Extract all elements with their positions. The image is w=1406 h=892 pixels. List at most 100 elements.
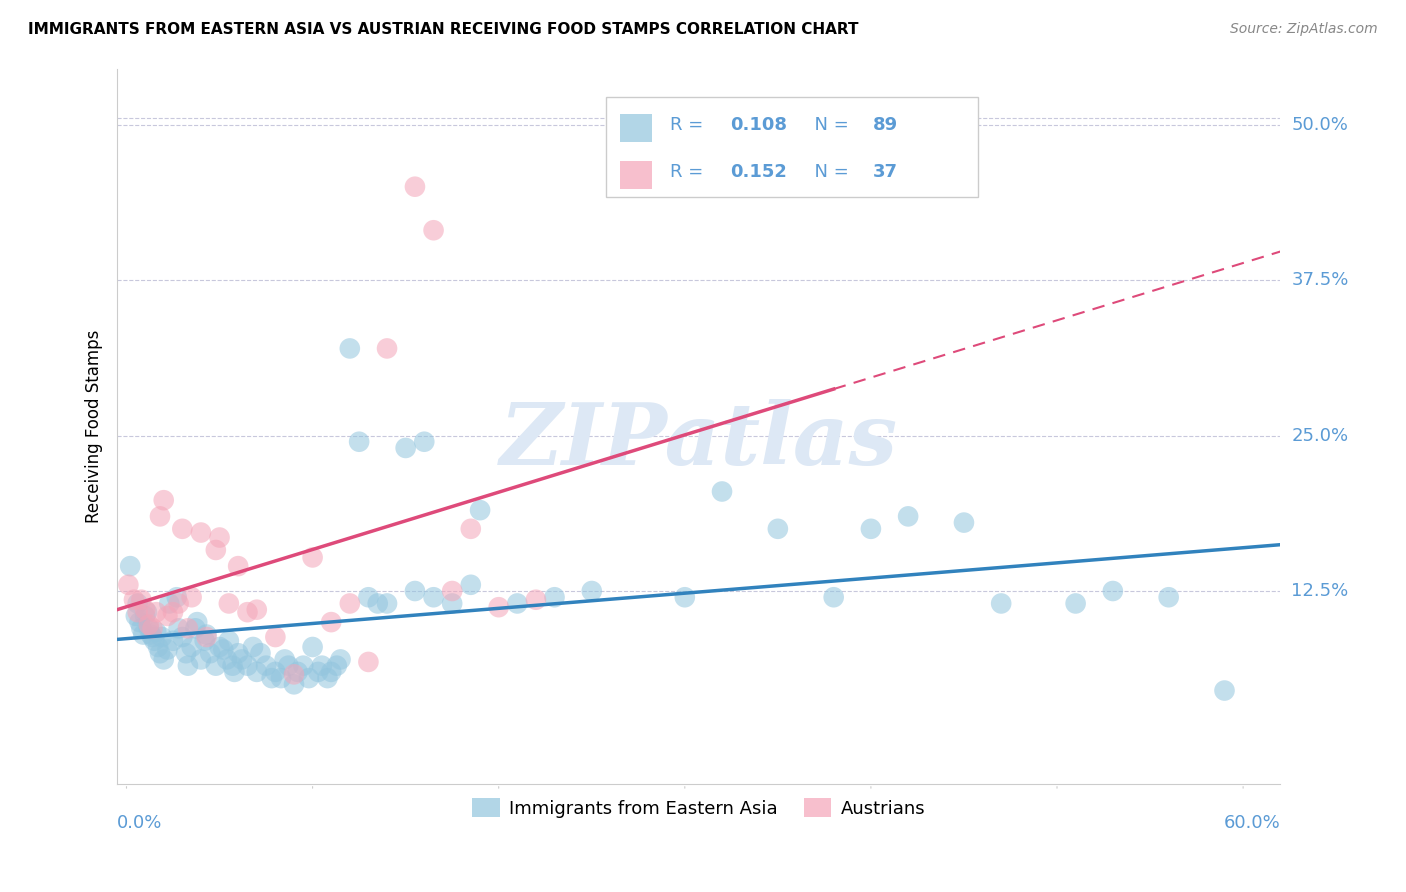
- Point: [270, 671, 292, 685]
- Point: [127, 597, 149, 611]
- Point: [134, 602, 156, 616]
- Bar: [620, 161, 652, 189]
- Text: R =: R =: [669, 116, 709, 134]
- Point: [311, 658, 333, 673]
- Text: 0.0%: 0.0%: [117, 814, 163, 832]
- Point: [120, 559, 142, 574]
- Text: 12.5%: 12.5%: [1292, 582, 1348, 600]
- Text: 0.108: 0.108: [730, 116, 787, 134]
- Point: [136, 605, 159, 619]
- Point: [413, 434, 436, 449]
- Point: [172, 630, 194, 644]
- Point: [150, 630, 173, 644]
- Point: [329, 652, 352, 666]
- Point: [441, 584, 464, 599]
- Text: 0.152: 0.152: [730, 163, 787, 181]
- Point: [186, 615, 208, 629]
- Text: IMMIGRANTS FROM EASTERN ASIA VS AUSTRIAN RECEIVING FOOD STAMPS CORRELATION CHART: IMMIGRANTS FROM EASTERN ASIA VS AUSTRIAN…: [28, 22, 859, 37]
- Point: [339, 597, 361, 611]
- Point: [326, 658, 349, 673]
- Point: [236, 658, 259, 673]
- Point: [246, 602, 269, 616]
- Point: [172, 522, 194, 536]
- Point: [277, 658, 299, 673]
- Point: [524, 592, 547, 607]
- Point: [226, 646, 249, 660]
- Point: [1157, 591, 1180, 605]
- Point: [283, 667, 305, 681]
- Text: 60.0%: 60.0%: [1223, 814, 1281, 832]
- Point: [298, 671, 321, 685]
- Point: [224, 665, 246, 679]
- Point: [357, 655, 380, 669]
- Point: [316, 671, 339, 685]
- Point: [460, 522, 482, 536]
- Point: [301, 550, 323, 565]
- Point: [249, 646, 271, 660]
- Point: [375, 597, 398, 611]
- Point: [897, 509, 920, 524]
- Point: [180, 591, 202, 605]
- Point: [141, 621, 163, 635]
- Point: [347, 434, 370, 449]
- Point: [143, 633, 166, 648]
- Text: N =: N =: [803, 163, 855, 181]
- Point: [157, 597, 180, 611]
- Point: [422, 591, 444, 605]
- Point: [149, 646, 172, 660]
- Point: [1101, 584, 1123, 599]
- Point: [859, 522, 882, 536]
- Point: [488, 600, 510, 615]
- Point: [215, 652, 238, 666]
- Point: [131, 592, 153, 607]
- Point: [156, 642, 179, 657]
- Point: [246, 665, 269, 679]
- Point: [283, 677, 305, 691]
- Point: [145, 605, 167, 619]
- Point: [367, 597, 389, 611]
- Point: [218, 633, 240, 648]
- Point: [146, 640, 169, 654]
- Point: [138, 621, 160, 635]
- Text: 50.0%: 50.0%: [1292, 115, 1348, 134]
- Point: [953, 516, 976, 530]
- Text: 37.5%: 37.5%: [1292, 271, 1348, 289]
- Point: [167, 597, 190, 611]
- Point: [460, 578, 482, 592]
- Point: [543, 591, 565, 605]
- Point: [127, 605, 149, 619]
- Point: [194, 633, 217, 648]
- Text: 25.0%: 25.0%: [1292, 426, 1348, 444]
- Point: [131, 621, 153, 635]
- Point: [177, 621, 200, 635]
- Point: [264, 630, 287, 644]
- Point: [254, 658, 277, 673]
- Point: [506, 597, 529, 611]
- Point: [441, 597, 464, 611]
- Point: [766, 522, 789, 536]
- Point: [1213, 683, 1236, 698]
- Point: [273, 652, 295, 666]
- Point: [125, 608, 148, 623]
- Point: [990, 597, 1012, 611]
- Point: [1064, 597, 1087, 611]
- Text: N =: N =: [803, 116, 855, 134]
- Point: [190, 525, 212, 540]
- Point: [190, 652, 212, 666]
- Point: [122, 592, 145, 607]
- Point: [301, 640, 323, 654]
- Text: R =: R =: [669, 163, 709, 181]
- Point: [180, 640, 202, 654]
- Point: [404, 179, 426, 194]
- Point: [673, 591, 696, 605]
- Point: [375, 342, 398, 356]
- Point: [357, 591, 380, 605]
- Point: [145, 625, 167, 640]
- Point: [167, 621, 190, 635]
- Point: [141, 630, 163, 644]
- Point: [292, 658, 315, 673]
- Text: 37: 37: [873, 163, 898, 181]
- Point: [162, 605, 184, 619]
- Point: [287, 665, 309, 679]
- Point: [236, 605, 259, 619]
